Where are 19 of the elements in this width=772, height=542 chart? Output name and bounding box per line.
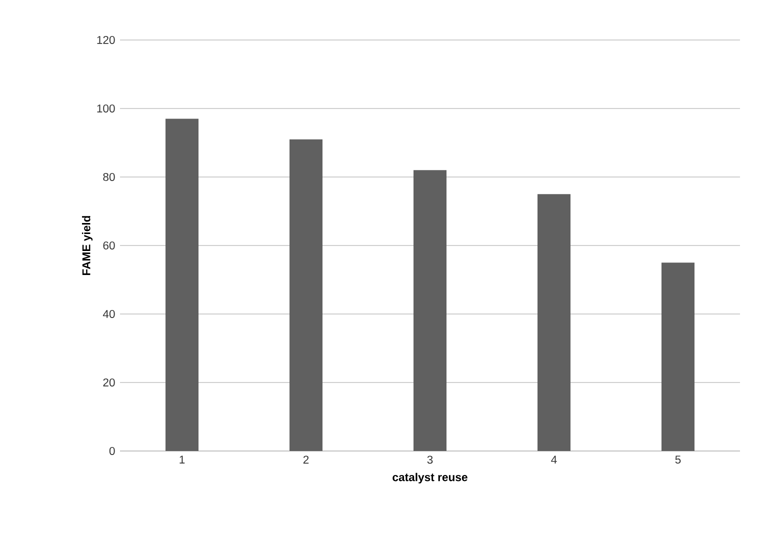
y-tick-label: 20: [103, 378, 115, 386]
y-tick-label: 100: [97, 104, 115, 112]
y-tick-label: 0: [109, 446, 115, 455]
y-tick-label: 60: [103, 241, 115, 250]
bar: [414, 170, 446, 451]
y-tick-label: 40: [102, 310, 115, 318]
x-tick-label: 3: [427, 456, 433, 464]
x-tick-label: 5: [675, 456, 681, 464]
x-axis-title: catalyst reuse: [392, 472, 468, 484]
bar: [537, 194, 570, 451]
x-tick-label: 4: [551, 456, 557, 464]
x-tick-label: 1: [180, 456, 185, 464]
y-tick-label: 80: [103, 172, 115, 181]
bar: [661, 262, 694, 451]
bar: [290, 139, 322, 451]
bar: [166, 118, 199, 451]
x-tick-label: 2: [303, 456, 309, 464]
y-tick-label: 120: [97, 36, 115, 44]
y-axis-title: FAME yield: [82, 216, 93, 275]
